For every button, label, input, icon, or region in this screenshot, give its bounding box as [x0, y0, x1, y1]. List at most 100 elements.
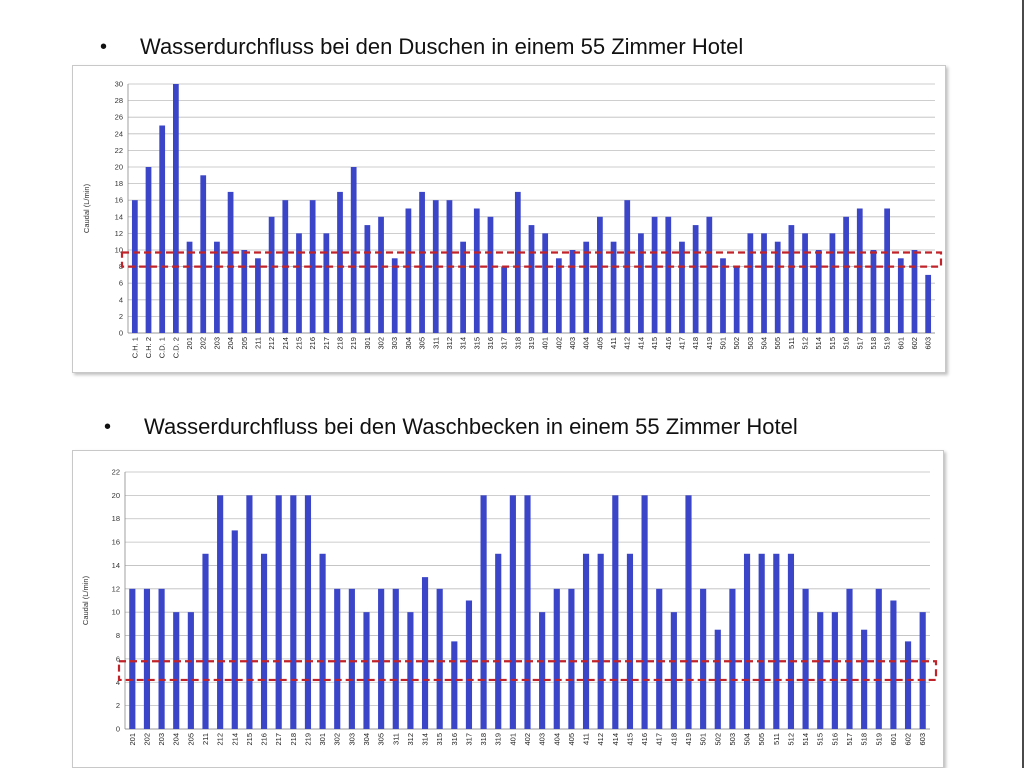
- y-axis-label: Caudal (L/min): [82, 183, 91, 233]
- x-category-label: 416: [664, 337, 673, 350]
- y-tick-label: 4: [116, 678, 120, 687]
- x-category-label: 419: [705, 337, 714, 350]
- bar: [582, 553, 590, 729]
- x-category-label: 415: [625, 733, 634, 746]
- bar: [460, 241, 466, 333]
- bar: [200, 175, 207, 333]
- x-category-label: 314: [459, 337, 468, 350]
- x-category-label: 601: [896, 337, 905, 350]
- x-category-label: 404: [552, 733, 561, 746]
- y-tick-label: 12: [112, 584, 120, 593]
- bar: [904, 641, 912, 729]
- y-tick-label: 16: [112, 538, 120, 547]
- bar: [890, 600, 897, 729]
- bar: [597, 553, 604, 729]
- y-tick-label: 8: [116, 631, 120, 640]
- bar: [158, 588, 165, 729]
- bar: [679, 241, 685, 333]
- bar: [831, 612, 838, 729]
- bar: [884, 208, 890, 333]
- x-category-label: 411: [582, 733, 591, 745]
- x-category-label: 404: [582, 337, 591, 350]
- bar: [542, 233, 549, 333]
- x-category-label: 517: [845, 733, 854, 746]
- x-category-label: 211: [253, 337, 262, 349]
- x-category-label: 315: [435, 733, 444, 746]
- x-category-label: 218: [336, 337, 345, 350]
- bar: [304, 495, 312, 729]
- x-category-label: 501: [718, 337, 727, 350]
- x-category-label: 518: [860, 733, 869, 746]
- x-category-label: 318: [513, 337, 522, 350]
- x-category-label: 304: [362, 733, 371, 746]
- bar: [706, 216, 713, 333]
- x-category-label: 318: [479, 733, 488, 746]
- x-category-label: 204: [172, 733, 181, 746]
- x-category-label: 516: [842, 337, 851, 350]
- x-category-label: 305: [418, 337, 427, 350]
- y-tick-label: 14: [115, 212, 123, 221]
- bar: [761, 233, 767, 333]
- x-category-label: C.D. 2: [171, 337, 180, 358]
- bar: [268, 216, 275, 333]
- x-category-label: 301: [318, 733, 327, 746]
- x-category-label: 502: [732, 337, 741, 350]
- x-category-label: 302: [333, 733, 342, 746]
- x-category-label: 303: [390, 337, 399, 350]
- bar: [856, 208, 863, 333]
- bar: [495, 553, 502, 729]
- bar: [911, 250, 918, 333]
- x-category-label: 317: [464, 733, 473, 746]
- y-tick-label: 20: [115, 163, 123, 172]
- bar: [509, 495, 516, 729]
- x-category-label: 219: [303, 733, 312, 746]
- x-category-label: 403: [538, 733, 547, 746]
- bar: [290, 495, 297, 729]
- x-category-label: 519: [883, 337, 892, 350]
- x-category-label: 219: [349, 337, 358, 350]
- y-axis-label: Caudal (L/min): [81, 575, 90, 625]
- x-category-label: 203: [212, 337, 221, 350]
- x-category-label: 403: [568, 337, 577, 350]
- x-category-label: 319: [494, 733, 503, 746]
- x-category-label: 312: [445, 337, 454, 350]
- bar: [692, 225, 699, 333]
- bar: [473, 208, 480, 333]
- x-category-label: 503: [728, 733, 737, 746]
- bar: [260, 553, 268, 729]
- bar: [897, 258, 904, 333]
- x-category-label: 205: [186, 733, 195, 746]
- bar: [391, 258, 398, 333]
- y-tick-label: 28: [115, 96, 123, 105]
- y-tick-label: 4: [119, 295, 123, 304]
- x-category-label: 216: [260, 733, 269, 746]
- sink-chart-heading: • Wasserdurchfluss bei den Waschbecken i…: [104, 414, 798, 440]
- bar: [610, 241, 617, 333]
- x-category-label: 205: [240, 337, 249, 350]
- bar: [638, 233, 644, 333]
- x-category-label: 402: [554, 337, 563, 350]
- x-category-label: 511: [772, 733, 781, 745]
- target-range-band: [117, 660, 938, 682]
- y-tick-label: 22: [115, 146, 123, 155]
- bar: [524, 495, 531, 729]
- x-category-label: 603: [918, 733, 927, 746]
- bar: [802, 588, 809, 729]
- x-category-label: 511: [787, 337, 796, 349]
- x-category-label: 214: [281, 337, 290, 350]
- x-category-label: 602: [910, 337, 919, 350]
- y-tick-label: 0: [116, 725, 120, 734]
- bar: [145, 167, 152, 333]
- sink-flow-chart: 0 2 4 6 8 10 12 14 16 18 20 22 Caudal (L/min) 201 202 2…: [72, 450, 944, 768]
- bar: [514, 191, 521, 333]
- bar: [758, 553, 765, 729]
- x-category-label: 215: [294, 337, 303, 350]
- x-category-label: 502: [713, 733, 722, 746]
- x-category-label: 202: [142, 733, 151, 746]
- x-category-label: 402: [523, 733, 532, 746]
- x-category-label: 305: [377, 733, 386, 746]
- x-category-label: 412: [596, 733, 605, 746]
- bar: [714, 629, 721, 729]
- bar: [870, 250, 877, 333]
- bar: [337, 191, 343, 333]
